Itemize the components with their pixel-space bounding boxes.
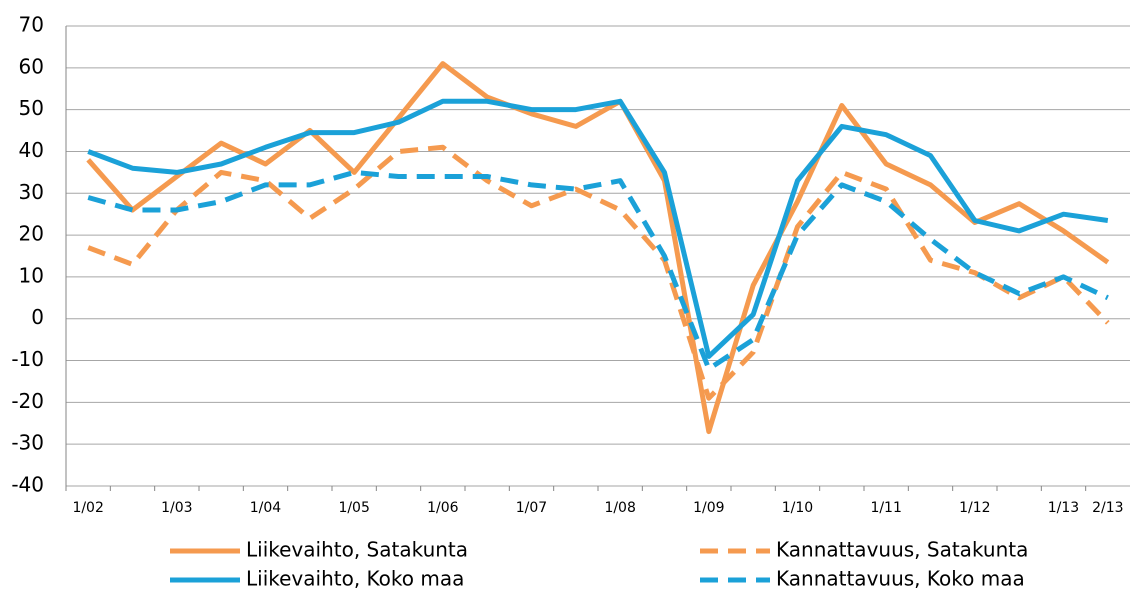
x-tick-label: 1/07: [516, 500, 547, 516]
y-tick-label: -10: [11, 347, 44, 371]
x-tick-label: 1/10: [782, 500, 813, 516]
legend-label: Liikevaihto, Koko maa: [246, 567, 464, 591]
legend-label: Kannattavuus, Koko maa: [776, 567, 1025, 591]
x-tick-label: 1/13: [1048, 500, 1079, 516]
x-tick-label: 1/12: [959, 500, 990, 516]
y-tick-label: 50: [19, 96, 44, 120]
y-tick-label: 70: [19, 13, 44, 37]
y-tick-label: 30: [19, 180, 44, 204]
x-tick-label: 1/05: [338, 500, 369, 516]
legend-label: Kannattavuus, Satakunta: [776, 538, 1028, 562]
y-tick-label: -40: [11, 473, 44, 497]
x-tick-label: 2/13: [1092, 500, 1123, 516]
x-tick-label: 1/08: [604, 500, 635, 516]
x-tick-label: 1/06: [427, 500, 459, 516]
x-tick-label: 1/04: [250, 500, 282, 516]
y-tick-label: 10: [19, 263, 44, 287]
legend-label: Liikevaihto, Satakunta: [246, 538, 468, 562]
x-tick-label: 1/09: [693, 500, 724, 516]
series-line: [87, 144, 1110, 401]
y-tick-label: 40: [19, 138, 44, 162]
y-tick-label: 0: [31, 305, 44, 329]
series-line: [87, 169, 1109, 372]
y-tick-label: 20: [19, 222, 44, 246]
y-tick-label: -20: [11, 389, 44, 413]
series-line: [87, 98, 1109, 359]
y-tick-label: 60: [19, 54, 44, 78]
x-tick-label: 1/03: [161, 500, 192, 516]
y-tick-label: -30: [11, 431, 44, 455]
x-tick-label: 1/11: [870, 500, 901, 516]
series-line: [86, 61, 1110, 435]
x-tick-label: 1/02: [72, 500, 103, 516]
